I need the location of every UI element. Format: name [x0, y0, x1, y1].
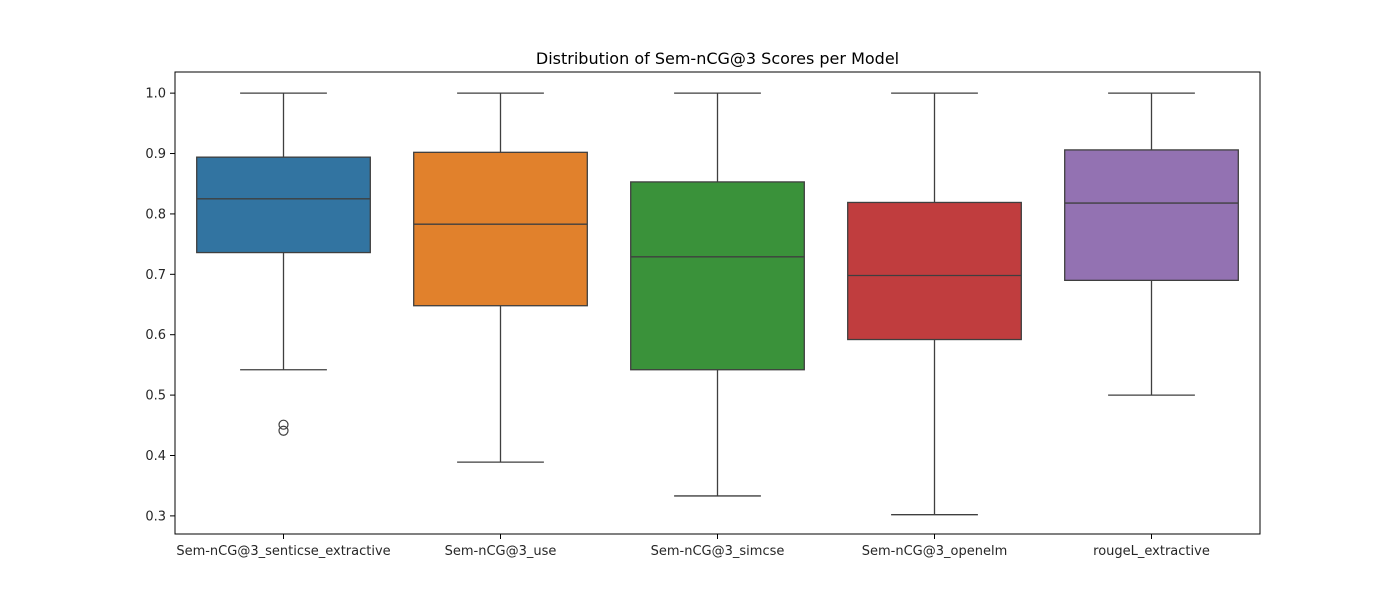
y-tick-label: 0.6 [145, 328, 166, 343]
y-tick-label: 0.3 [145, 509, 166, 524]
y-tick-label: 0.4 [145, 449, 166, 464]
plot-frame [174, 71, 1261, 535]
outlier-point [278, 419, 289, 430]
box-group [630, 92, 805, 497]
y-tick-label: 0.9 [145, 147, 166, 162]
iqr-box [1064, 149, 1239, 282]
y-tick-label: 1.0 [145, 87, 166, 102]
y-tick-label: 0.5 [145, 389, 166, 404]
y-tick-label: 0.7 [145, 268, 166, 283]
iqr-box [630, 181, 805, 371]
iqr-box [196, 156, 371, 254]
x-tick-label: rougeL_extractive [1093, 544, 1210, 559]
x-tick-label: Sem-nCG@3_simcse [651, 544, 785, 559]
y-axis: 0.3 0.4 0.5 0.6 0.7 0.8 0.9 1.0 [145, 87, 175, 524]
x-axis: Sem-nCG@3_senticse_extractive Sem-nCG@3_u… [176, 534, 1210, 559]
x-tick-label: Sem-nCG@3_openelm [862, 544, 1007, 559]
boxes-layer [196, 92, 1239, 516]
x-tick-label: Sem-nCG@3_use [445, 544, 557, 559]
outlier-point [278, 425, 289, 436]
x-tick-label: Sem-nCG@3_senticse_extractive [176, 544, 390, 559]
iqr-box [413, 151, 588, 307]
box-group [1064, 92, 1239, 396]
y-tick-label: 0.8 [145, 207, 166, 222]
box-group [413, 92, 588, 463]
box-group [847, 92, 1022, 516]
box-group [196, 92, 371, 436]
iqr-box [847, 201, 1022, 341]
chart-title: Distribution of Sem-nCG@3 Scores per Mod… [536, 49, 899, 68]
